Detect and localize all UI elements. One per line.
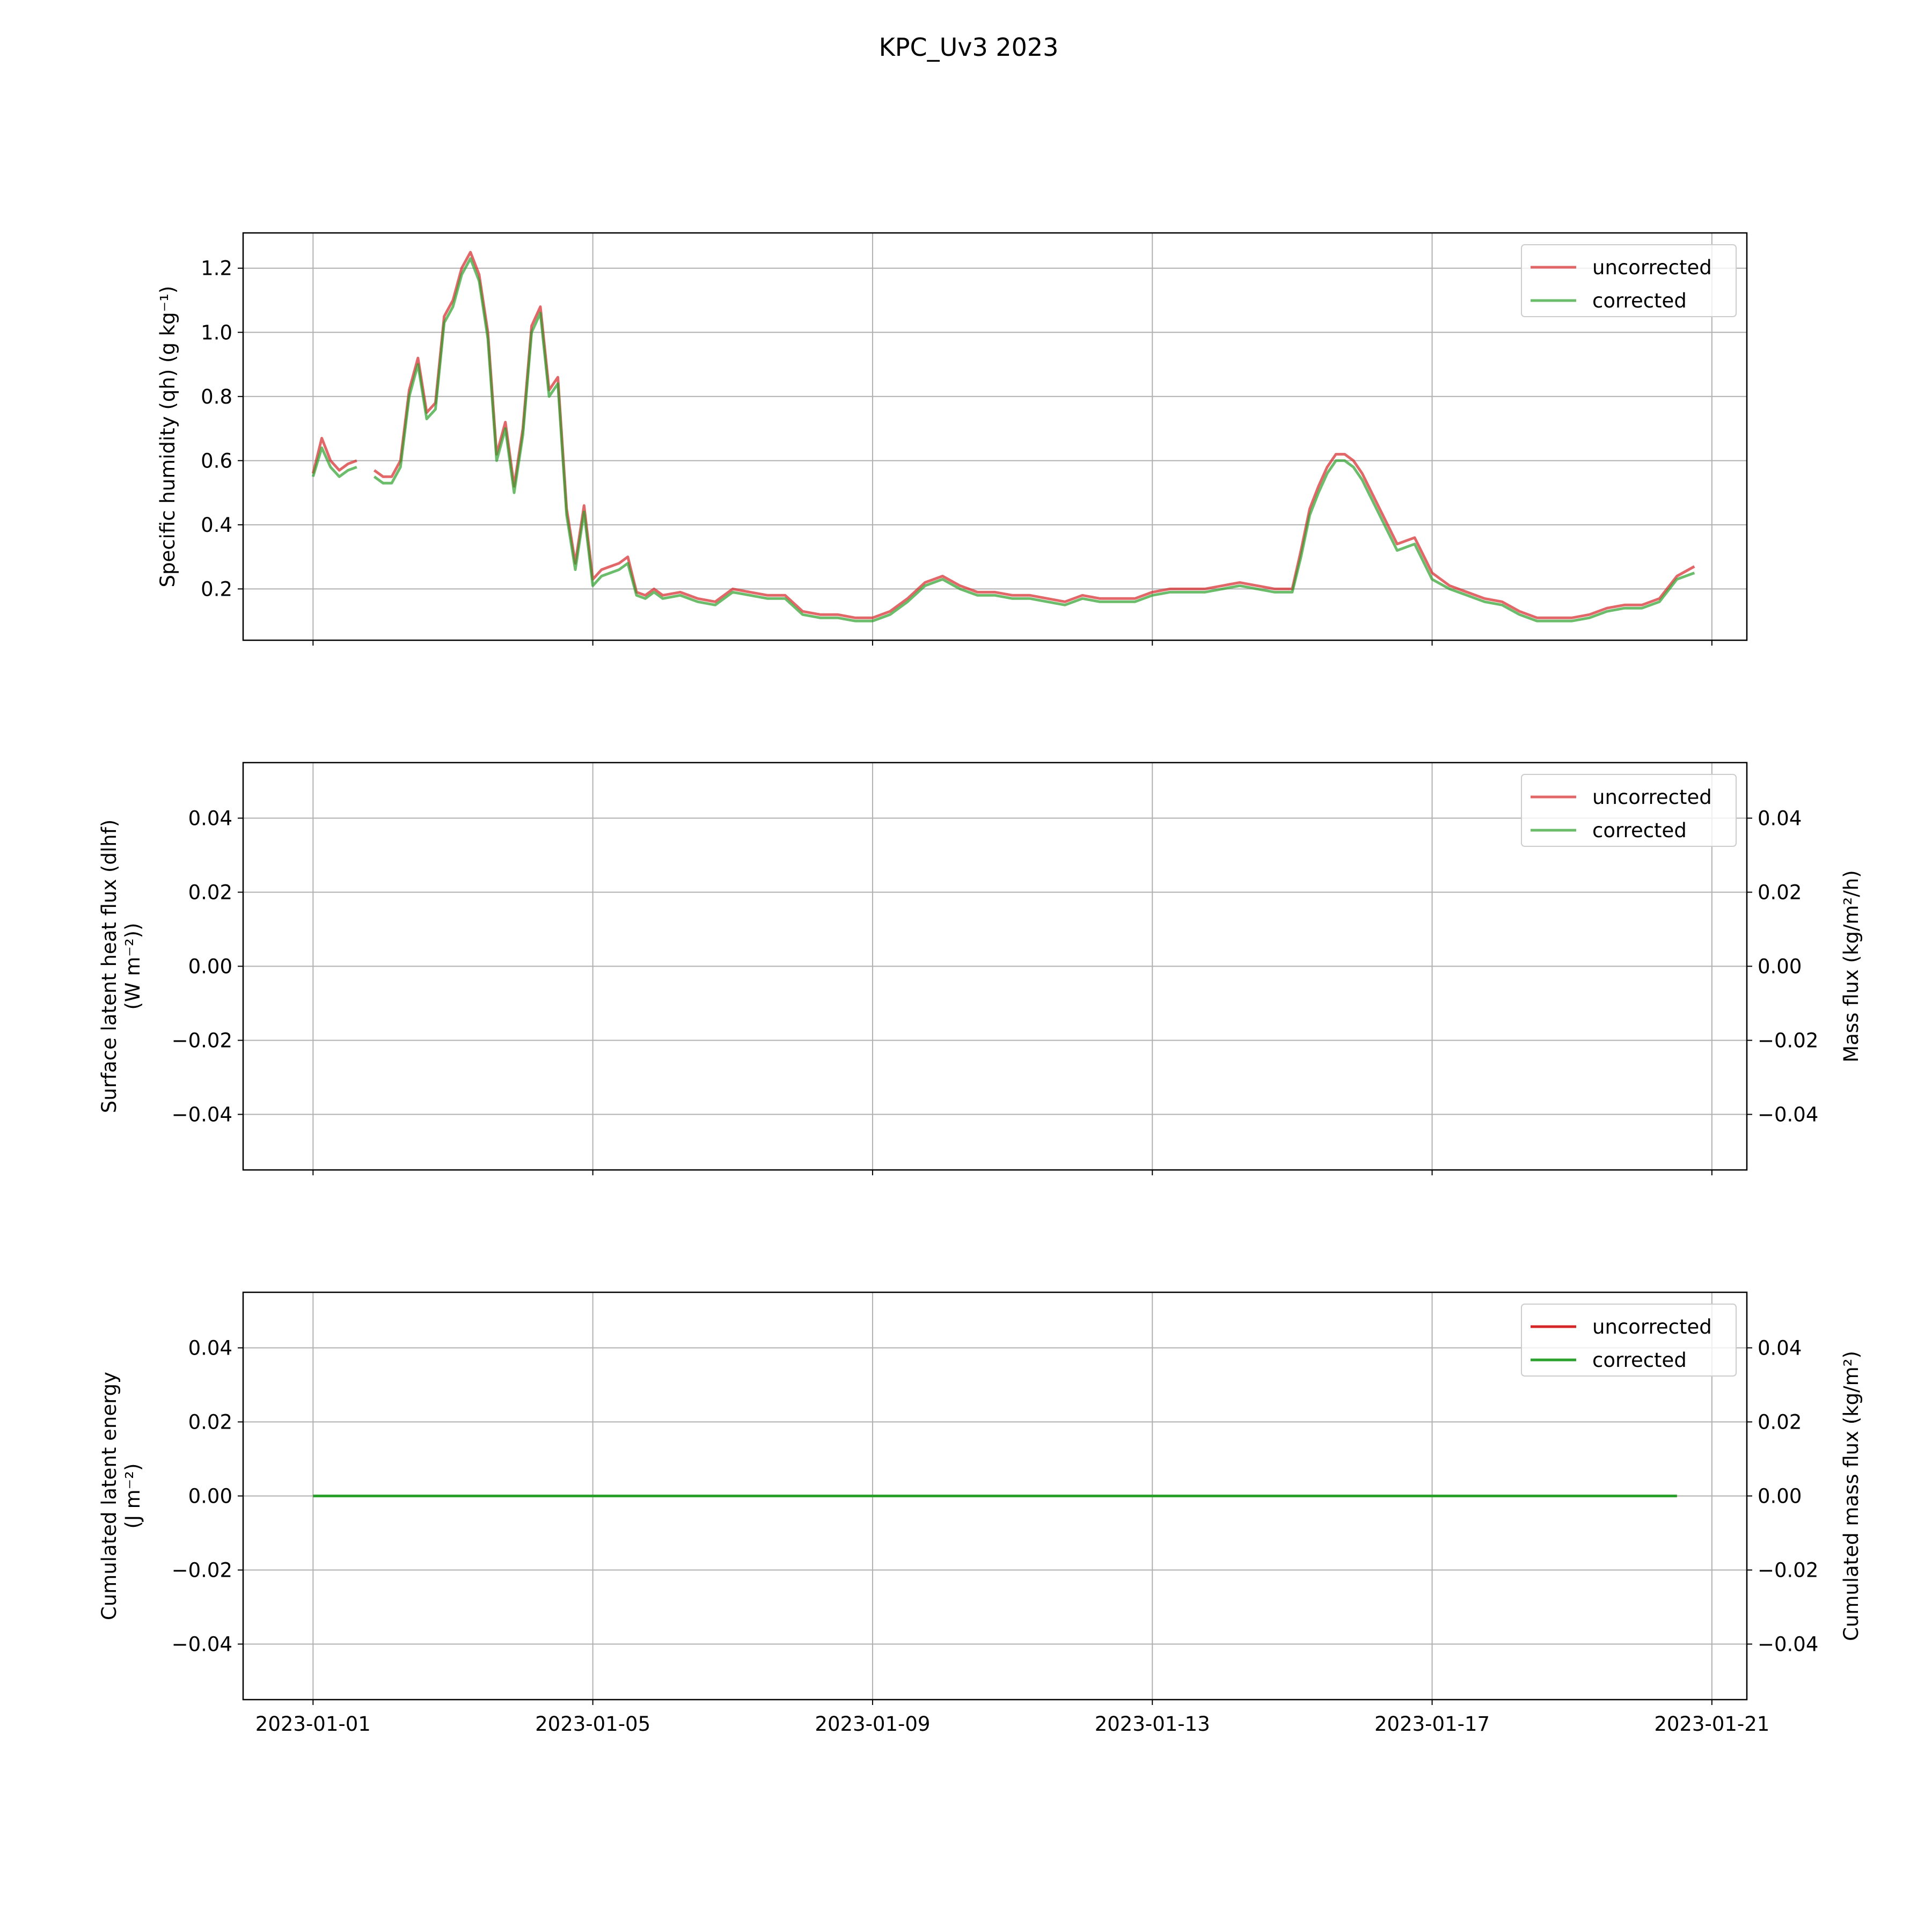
panel-3: 2023-01-01 2023-01-05 2023-01-09 2023-01-13… (98, 1291, 1863, 1736)
y-tick-label: 0.02 (188, 881, 232, 904)
y-tick-label: 0.02 (188, 1411, 232, 1434)
right-y-axis-label: Cumulated mass flux (kg/m²) (1840, 1351, 1863, 1641)
x-tick-label: 2023-01-05 (535, 1713, 650, 1736)
x-tick-label: 2023-01-21 (1654, 1713, 1769, 1736)
right-y-tick-label: 0.04 (1758, 1337, 1802, 1360)
y-axis-label: (W m⁻²)) (121, 923, 144, 1009)
right-y-tick-label: −0.04 (1758, 1633, 1818, 1656)
right-y-axis-label: Mass flux (kg/m²/h) (1840, 870, 1863, 1062)
right-y-tick-label: −0.02 (1758, 1559, 1818, 1582)
x-tick-label: 2023-01-09 (815, 1713, 930, 1736)
panel-2: −0.04 −0.04 −0.02 −0.02 0.00 0.00 0.02 0.02 0.04… (98, 762, 1863, 1175)
y-axis-label: Specific humidity (qh) (g kg⁻¹) (156, 286, 179, 588)
y-tick-label: −0.02 (172, 1559, 232, 1582)
series-line-corrected (311, 257, 1695, 623)
legend-label-corrected: corrected (1592, 1349, 1687, 1372)
right-y-tick-label: −0.02 (1758, 1029, 1818, 1052)
y-axis-label: Cumulated latent energy (98, 1372, 121, 1620)
legend: uncorrected corrected (1521, 1304, 1737, 1377)
legend-box (1521, 244, 1737, 317)
y-tick-label: 0.8 (201, 385, 232, 408)
figure-title: KPC_Uv3 2023 (879, 33, 1059, 62)
series-line-uncorrected (311, 251, 1695, 619)
legend-box (1521, 1304, 1737, 1377)
y-tick-label: −0.04 (172, 1633, 232, 1656)
axes-frame (242, 232, 1748, 641)
y-tick-label: 1.0 (201, 321, 232, 344)
y-tick-label: 0.6 (201, 449, 232, 472)
legend-box (1521, 774, 1737, 847)
right-y-tick-label: 0.00 (1758, 1485, 1802, 1508)
legend: uncorrected corrected (1521, 244, 1737, 317)
axes-frame (242, 762, 1748, 1171)
x-tick-label: 2023-01-17 (1374, 1713, 1490, 1736)
y-tick-label: −0.02 (172, 1029, 232, 1052)
y-tick-label: 0.04 (188, 1337, 232, 1360)
x-tick-label: 2023-01-01 (255, 1713, 371, 1736)
y-tick-label: 0.04 (188, 807, 232, 830)
right-y-tick-label: −0.04 (1758, 1103, 1818, 1126)
right-y-tick-label: 0.02 (1758, 881, 1802, 904)
panel-1: 0.2 0.4 0.6 0.8 1.0 1.2 Specific humidity (qh)… (156, 232, 1748, 646)
y-tick-label: 0.2 (201, 577, 232, 601)
x-tick-label: 2023-01-13 (1095, 1713, 1210, 1736)
y-tick-label: 0.00 (188, 955, 232, 978)
y-tick-label: 1.2 (201, 257, 232, 280)
legend-label-corrected: corrected (1592, 819, 1687, 842)
y-axis-label: (J m⁻²) (121, 1463, 144, 1529)
legend-label-uncorrected: uncorrected (1592, 786, 1712, 809)
legend-label-uncorrected: uncorrected (1592, 1315, 1712, 1338)
y-tick-label: 0.00 (188, 1485, 232, 1508)
y-tick-label: −0.04 (172, 1103, 232, 1126)
y-tick-label: 0.4 (201, 514, 232, 537)
right-y-tick-label: 0.00 (1758, 955, 1802, 978)
right-y-tick-label: 0.04 (1758, 807, 1802, 830)
y-axis-label: Surface latent heat flux (dlhf) (98, 819, 121, 1113)
axes-frame (242, 1291, 1748, 1701)
legend-label-corrected: corrected (1592, 289, 1687, 312)
legend-label-uncorrected: uncorrected (1592, 256, 1712, 279)
right-y-tick-label: 0.02 (1758, 1411, 1802, 1434)
legend: uncorrected corrected (1521, 774, 1737, 847)
